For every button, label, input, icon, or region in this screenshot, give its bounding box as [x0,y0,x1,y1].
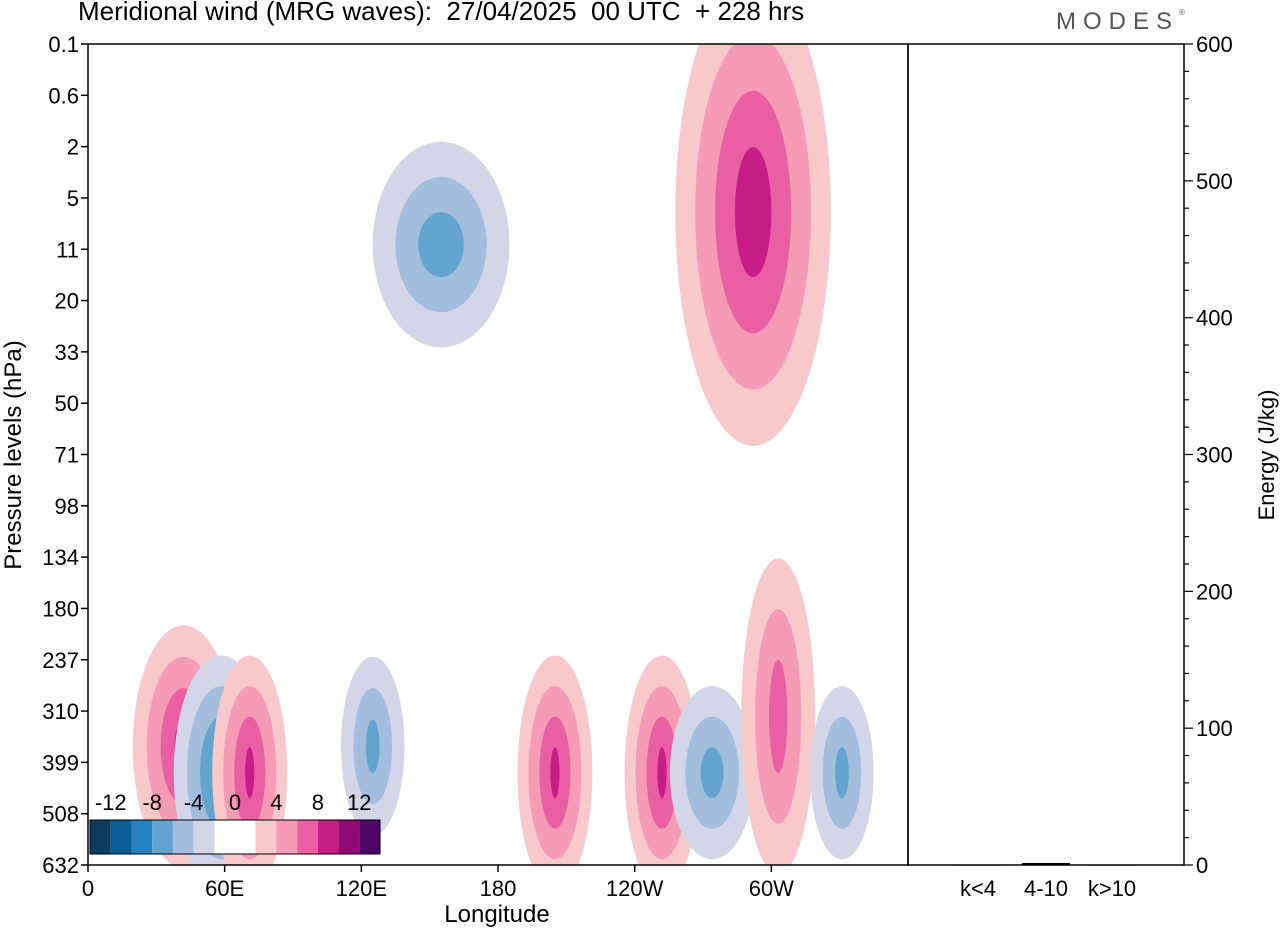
negative-wind-region [810,686,874,860]
contour-band [769,659,788,773]
y-tick-label: 2 [67,135,79,160]
colorbar-swatch [172,820,194,854]
positive-wind-region [212,655,288,865]
y-tick-label: 310 [42,699,79,724]
colorbar-swatch [90,820,111,854]
x-tick-label: 60E [205,876,244,901]
y-tick-label: 399 [42,750,79,775]
y-tick-label: 33 [55,340,79,365]
y-tick-label: 50 [55,391,79,416]
colorbar-swatch [255,820,277,854]
x-tick-label: 0 [82,876,94,901]
y-tick-label: 237 [42,648,79,673]
colorbar-label: 0 [229,790,241,815]
energy-bar [1022,862,1070,865]
colorbar-swatch [276,820,298,854]
x-axis-label: Longitude [444,901,549,928]
y-tick-label: 71 [55,443,79,468]
energy-frame [907,43,1185,866]
contour-band [734,147,772,278]
energy-bar [954,864,1002,866]
energy-tick-label: 200 [1196,579,1233,604]
energy-axis-label: Energy (J/kg) [1254,390,1279,521]
colorbar-swatch [152,820,173,854]
energy-tick-label: 600 [1196,32,1233,57]
contour-band [365,719,380,773]
y-tick-label: 20 [55,289,79,314]
colorbar-swatch [297,820,318,854]
y-tick-label: 5 [67,186,79,211]
energy-category-label: k<4 [960,876,996,901]
colorbar-swatch [338,820,360,854]
y-tick-label: 180 [42,596,79,621]
energy-bar [1088,864,1136,866]
y-tick-label: 508 [42,802,79,827]
energy-tick-label: 400 [1196,306,1233,331]
energy-category-label: 4-10 [1024,876,1068,901]
contour-band [245,747,255,799]
colorbar-swatch [131,820,153,854]
modes-logo: MODES® [1056,8,1185,36]
colorbar-swatch [214,820,235,854]
y-tick-label: 11 [56,237,79,262]
colorbar-swatch [110,820,132,854]
colorbar-label: -12 [95,790,127,815]
colorbar: -12 -8 -4 0 4 8 12 [89,790,381,855]
colorbar-swatch [193,820,215,854]
colorbar-label: 8 [312,790,324,815]
colorbar-swatch [317,820,339,854]
colorbar-label: -8 [142,790,162,815]
logo-text: MODES [1056,8,1180,35]
contour-band [550,747,560,799]
energy-tick-label: 500 [1196,169,1233,194]
wind-field [132,44,874,865]
pressure-axis: 0.1 0.6 2 5 11 20 33 50 71 98 134 180 237 310 399 508 63… [42,32,88,878]
colorbar-swatch [359,820,380,854]
x-tick-label: 120E [336,876,387,901]
energy-panel: 0 100 200 300 400 500 600 k<4 4-10 k>10 [907,32,1233,901]
chart-title: Meridional wind (MRG waves): 27/04/2025 … [78,0,805,26]
x-tick-label: 120W [606,876,664,901]
contour-band [657,747,667,799]
y-tick-label: 0.1 [48,32,79,57]
contour-band [835,747,849,799]
energy-tick-label: 300 [1196,443,1233,468]
negative-wind-region [341,656,405,836]
colorbar-swatch [235,820,256,854]
contour-band [418,212,464,278]
y-tick-label: 134 [42,545,79,570]
y-tick-label: 632 [42,853,79,878]
positive-wind-region [517,655,593,865]
y-tick-label: 0.6 [48,83,79,108]
x-tick-label: 180 [480,876,517,901]
longitude-axis: 0 60E 120E 180 120W 60W [82,865,794,901]
energy-tick-label: 100 [1196,716,1233,741]
y-tick-label: 98 [55,494,79,519]
energy-tick-label: 0 [1196,853,1208,878]
colorbar-label: 12 [347,790,371,815]
colorbar-label: 4 [270,790,282,815]
x-tick-label: 60W [749,876,794,901]
negative-wind-region [669,686,755,860]
colorbar-label: -4 [184,790,204,815]
contour-band [700,747,724,799]
positive-wind-region [741,558,816,865]
negative-wind-region [372,141,510,348]
y-axis-label: Pressure levels (hPa) [0,340,27,569]
energy-category-label: k>10 [1088,876,1136,901]
positive-wind-region [675,44,831,446]
colorbar-frame [89,819,381,855]
logo-mark: ® [1179,8,1185,17]
